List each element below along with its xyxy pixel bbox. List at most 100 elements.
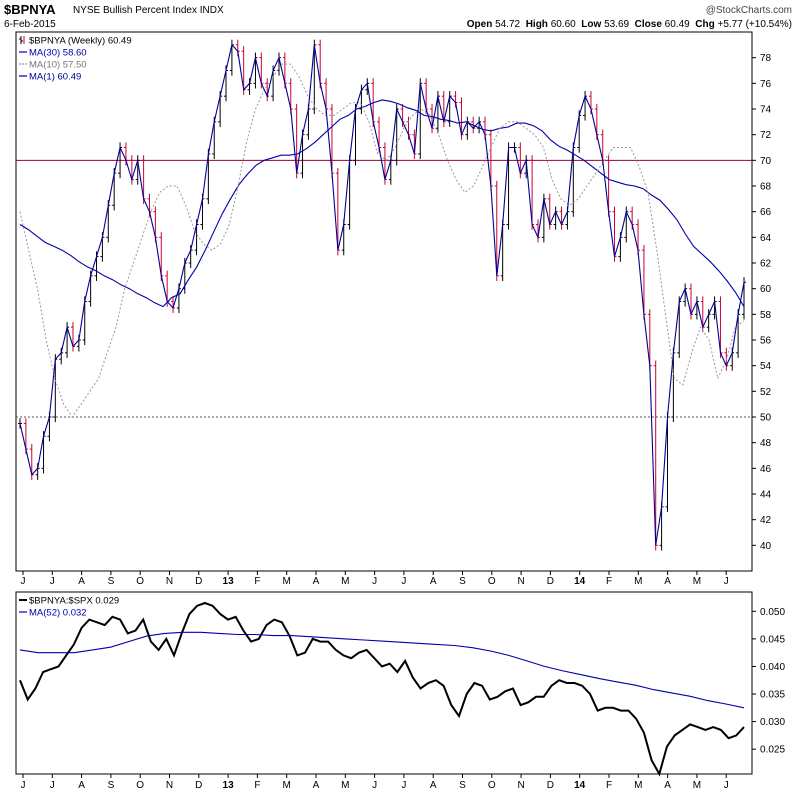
x-tick-label: O: [136, 576, 144, 587]
x-tick-label: J: [724, 576, 729, 587]
x-tick-label: M: [341, 576, 349, 587]
close-label: Close: [634, 19, 662, 30]
x-tick-label: N: [517, 780, 524, 791]
x-tick-label: M: [693, 780, 701, 791]
legend-label: $BPNYA (Weekly) 60.49: [29, 36, 132, 47]
chart-panel-1: 40 42 44 46 48 50 52 54 56 58 60 62 64 66 68 70 72 74 76 78…: [15, 31, 772, 587]
y-tick-label: 42: [760, 515, 772, 526]
legend-label: $BPNYA:$SPX 0.029: [29, 596, 119, 607]
legend-label: MA(30) 58.60: [29, 48, 87, 59]
legend-label: MA(10) 57.50: [29, 60, 87, 71]
chg-label: Chg: [695, 19, 715, 30]
plot-frame: [15, 591, 753, 775]
legend-label: MA(52) 0.032: [29, 608, 87, 619]
ratio-line: [19, 601, 745, 777]
x-tick-label: 14: [574, 780, 586, 791]
index-name: NYSE Bullish Percent Index INDX: [73, 5, 224, 16]
y-tick-label: 44: [760, 490, 772, 501]
x-tick-label: D: [195, 576, 202, 587]
ma1-line: [19, 43, 745, 546]
ma30-line: [19, 99, 745, 308]
x-tick-label: J: [50, 780, 55, 791]
x-tick-label: M: [634, 780, 642, 791]
y-tick-label: 74: [760, 105, 772, 116]
high-value: 60.60: [550, 19, 576, 30]
y-tick-label: 0.045: [760, 634, 785, 645]
x-tick-label: M: [283, 780, 291, 791]
legend-item: $BPNYA (Weekly) 60.49: [19, 36, 132, 47]
y-tick-label: 60: [760, 284, 772, 295]
x-tick-label: J: [401, 780, 406, 791]
y-tick-label: 56: [760, 336, 772, 347]
y-tick-label: 52: [760, 387, 772, 398]
x-tick-label: S: [108, 576, 115, 587]
x-tick-label: M: [693, 576, 701, 587]
y-tick-label: 72: [760, 130, 772, 141]
x-tick-label: 13: [223, 576, 235, 587]
chart-panel-2: 0.025 0.030 0.035 0.040 0.045 0.050 J J A S O N D 13 F…: [15, 591, 785, 791]
x-tick-label: J: [724, 780, 729, 791]
legend-item: MA(52) 0.032: [19, 608, 87, 619]
y-tick-label: 50: [760, 413, 772, 424]
chart-header: $BPNYA NYSE Bullish Percent Index INDX 6…: [0, 0, 800, 32]
chart-date: 6-Feb-2015: [4, 19, 56, 30]
x-tick-label: A: [78, 576, 85, 587]
x-tick-label: J: [401, 576, 406, 587]
close-value: 60.49: [664, 19, 690, 30]
y-tick-label: 40: [760, 541, 772, 552]
open-label: Open: [466, 19, 493, 30]
y-tick-label: 54: [760, 361, 772, 372]
x-tick-label: J: [21, 780, 26, 791]
low-label: Low: [581, 19, 602, 30]
symbol: $BPNYA: [4, 2, 56, 17]
x-tick-label: J: [372, 780, 377, 791]
x-tick-label: J: [21, 576, 26, 587]
y-tick-label: 48: [760, 438, 772, 449]
ohlc-summary: Open 54.72 High 60.60 Low 53.69 Close 60…: [467, 19, 792, 30]
y-tick-label: 0.035: [760, 690, 785, 701]
x-tick-label: D: [195, 780, 202, 791]
x-tick-label: N: [166, 576, 173, 587]
y-tick-label: 62: [760, 259, 772, 270]
y-tick-label: 0.050: [760, 607, 785, 618]
y-tick-label: 0.040: [760, 662, 785, 673]
y-tick-label: 0.030: [760, 717, 785, 728]
x-tick-label: F: [606, 780, 612, 791]
x-tick-label: A: [664, 576, 671, 587]
y-tick-label: 0.025: [760, 745, 785, 756]
x-tick-label: S: [459, 576, 466, 587]
y-tick-label: 70: [760, 156, 772, 167]
x-tick-label: F: [606, 576, 612, 587]
x-tick-label: M: [341, 780, 349, 791]
legend-item: MA(10) 57.50: [19, 60, 87, 71]
x-tick-label: O: [488, 780, 496, 791]
x-tick-label: F: [254, 576, 260, 587]
low-value: 53.69: [604, 19, 630, 30]
index-name-text: NYSE Bullish Percent Index: [73, 5, 197, 16]
exchange: INDX: [199, 5, 224, 16]
x-tick-label: A: [313, 576, 320, 587]
x-tick-label: J: [50, 576, 55, 587]
x-tick-label: M: [634, 576, 642, 587]
high-label: High: [525, 19, 548, 30]
y-tick-label: 64: [760, 233, 772, 244]
x-tick-label: M: [283, 576, 291, 587]
x-tick-label: 13: [223, 780, 235, 791]
legend-label: MA(1) 60.49: [29, 72, 81, 83]
x-tick-label: 14: [574, 576, 586, 587]
x-tick-label: A: [430, 780, 437, 791]
y-tick-label: 78: [760, 53, 772, 64]
x-tick-label: A: [78, 780, 85, 791]
y-tick-label: 68: [760, 182, 772, 193]
x-tick-label: S: [459, 780, 466, 791]
x-tick-label: J: [372, 576, 377, 587]
x-tick-label: O: [488, 576, 496, 587]
x-tick-label: A: [664, 780, 671, 791]
x-tick-label: F: [254, 780, 260, 791]
y-tick-label: 76: [760, 79, 772, 90]
chg-value: +5.77 (+10.54%): [717, 19, 793, 30]
y-tick-label: 66: [760, 207, 772, 218]
plot-frame: [15, 31, 753, 572]
